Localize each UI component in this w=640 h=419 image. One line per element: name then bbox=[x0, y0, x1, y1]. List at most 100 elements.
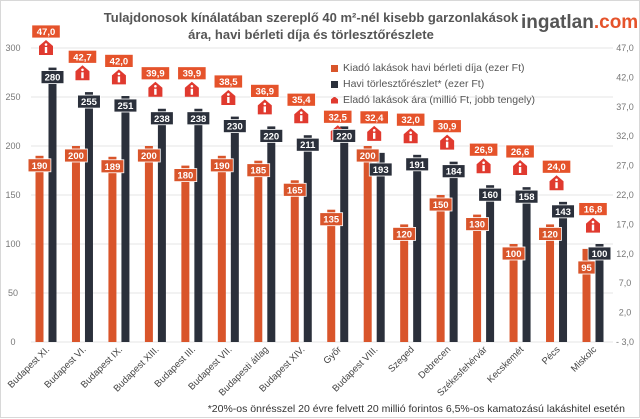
price-data-label: 42,0 bbox=[110, 56, 129, 67]
x-tick-label: Kecskemét bbox=[485, 344, 526, 385]
price-data-label-box bbox=[541, 159, 572, 174]
y2-tick-label: 47,0 bbox=[616, 43, 634, 53]
rent-bar-data-label-box bbox=[465, 217, 489, 232]
installment-bar-data-label-box bbox=[551, 204, 575, 219]
house-icon-i-stem bbox=[154, 88, 157, 95]
installment-bar bbox=[303, 135, 312, 342]
rent-bar-data-label: 120 bbox=[542, 229, 558, 240]
rent-bar bbox=[181, 165, 190, 342]
house-icon-i-stem bbox=[227, 96, 230, 103]
house-icon-i-dot bbox=[445, 137, 449, 141]
rent-bar bbox=[400, 224, 409, 342]
house-icon-i-dot bbox=[518, 163, 522, 166]
house-icon-i-stem bbox=[445, 141, 449, 148]
category-group bbox=[509, 159, 531, 342]
x-tick-label: Pécs bbox=[540, 344, 563, 367]
y2-tick-label: 12,0 bbox=[616, 249, 634, 259]
house-icon-i-dot bbox=[81, 68, 84, 72]
installment-bar-data-label-box bbox=[150, 111, 174, 126]
x-tick-label: Miskolc bbox=[569, 344, 599, 374]
installment-bar-data-label-box bbox=[332, 128, 357, 143]
price-data-label: 32,5 bbox=[328, 112, 347, 123]
rent-bar bbox=[144, 146, 153, 342]
legend-swatch-installment bbox=[331, 80, 338, 88]
rent-bar-data-label-box bbox=[246, 163, 271, 178]
house-icon-i-stem bbox=[263, 106, 266, 113]
price-data-label: 35,4 bbox=[292, 95, 311, 106]
y-tick-label: 50 bbox=[8, 288, 18, 298]
price-data-label-box bbox=[31, 24, 61, 39]
house-icon-i-stem bbox=[81, 72, 84, 79]
price-data-label-box bbox=[104, 54, 134, 68]
installment-bar bbox=[376, 152, 385, 342]
installment-bar bbox=[230, 116, 239, 342]
category-group bbox=[436, 134, 458, 342]
rent-bar bbox=[71, 146, 80, 342]
installment-bar bbox=[48, 67, 57, 342]
category-group bbox=[582, 217, 604, 342]
y2-tick-label: - 3,0 bbox=[616, 337, 634, 347]
installment-bar bbox=[413, 154, 422, 342]
rent-bar bbox=[35, 155, 44, 342]
installment-bar-data-label-box bbox=[77, 94, 101, 109]
y-tick-label: 300 bbox=[5, 43, 20, 53]
price-data-label-box bbox=[213, 74, 243, 89]
y2-tick-label: 37,0 bbox=[616, 102, 634, 112]
rent-bar bbox=[254, 160, 263, 342]
rent-bar-data-label-box bbox=[577, 260, 596, 275]
installment-bar-data-label: 220 bbox=[263, 131, 279, 142]
price-data-label: 39,9 bbox=[146, 69, 165, 80]
y2-tick-label: 2,0 bbox=[619, 308, 632, 318]
logo-main: ingatlan bbox=[521, 12, 594, 33]
installment-bar-data-label: 255 bbox=[81, 97, 98, 108]
price-data-label: 36,9 bbox=[256, 86, 275, 97]
price-data-label-box bbox=[177, 66, 207, 81]
rent-bar-data-label-box bbox=[173, 168, 198, 183]
rent-bar-data-label-box bbox=[100, 159, 125, 174]
rent-bar-data-label: 165 bbox=[287, 185, 304, 196]
installment-bar bbox=[267, 126, 276, 343]
y-tick-label: 200 bbox=[5, 141, 20, 151]
price-data-label-box bbox=[250, 83, 280, 98]
installment-bar-data-label: 184 bbox=[446, 167, 463, 178]
rent-bar-data-label: 130 bbox=[469, 220, 485, 231]
installment-bar bbox=[121, 96, 130, 343]
rent-bar-data-label: 190 bbox=[214, 161, 230, 172]
installment-bar-data-label-box bbox=[40, 70, 65, 84]
house-icon-i-stem bbox=[409, 135, 412, 142]
price-data-label: 16,8 bbox=[584, 205, 603, 216]
rent-bar bbox=[582, 248, 591, 342]
chart-title: Tulajdonosok kínálatában szereplő 40 m²-… bbox=[91, 9, 531, 43]
y-tick-label: 100 bbox=[5, 239, 20, 249]
price-data-label: 42,7 bbox=[73, 52, 92, 63]
footnote: *20%-os önrésszel 20 évre felvett 20 mil… bbox=[207, 403, 625, 415]
category-group bbox=[144, 81, 166, 342]
installment-bar-data-label-box bbox=[368, 162, 393, 177]
house-icon bbox=[331, 96, 338, 104]
category-group bbox=[35, 40, 57, 342]
house-icon-i-dot bbox=[372, 129, 376, 132]
rent-bar-data-label-box bbox=[282, 182, 307, 197]
rent-bar-data-label: 200 bbox=[360, 151, 376, 162]
rent-bar-data-label: 190 bbox=[32, 161, 48, 172]
rent-bar bbox=[436, 195, 445, 342]
house-icon-i-dot bbox=[154, 84, 157, 88]
legend-label-rent: Kiadó lakások havi bérleti díja (ezer Ft… bbox=[343, 62, 525, 74]
installment-bar-data-label: 143 bbox=[555, 207, 571, 218]
price-data-label-box bbox=[286, 92, 316, 107]
price-data-label: 38,5 bbox=[219, 77, 238, 88]
installment-bar bbox=[595, 244, 604, 342]
installment-bar bbox=[522, 187, 531, 342]
house-icon-i-stem bbox=[373, 132, 376, 139]
price-data-label: 32,4 bbox=[365, 113, 384, 124]
installment-bar bbox=[194, 108, 203, 342]
legend-item-price: Eladó lakások ára (millió Ft, jobb tenge… bbox=[331, 92, 535, 108]
house-icon-i-stem bbox=[482, 165, 485, 172]
category-group bbox=[546, 175, 568, 342]
legend-label-installment: Havi törlesztőrészlet* (ezer Ft) bbox=[343, 78, 485, 90]
price-data-label: 47,0 bbox=[37, 27, 56, 38]
price-data-label-box bbox=[468, 142, 499, 157]
category-group bbox=[473, 158, 495, 342]
category-group bbox=[181, 81, 203, 342]
